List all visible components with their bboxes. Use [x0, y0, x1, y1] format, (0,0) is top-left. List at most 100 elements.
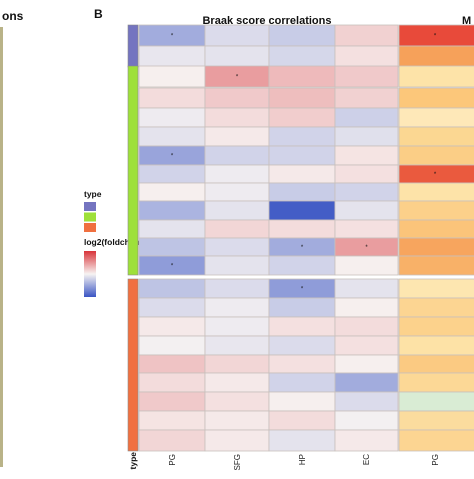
heatmap-cell [138, 354, 206, 374]
heatmap-cell [334, 410, 399, 431]
heatmap-cell [334, 24, 399, 47]
second-heatmap-cell [398, 391, 474, 412]
heatmap-cell [268, 182, 336, 202]
heatmap-cell [268, 391, 336, 412]
heatmap-cell [138, 410, 206, 431]
heatmap-cell [334, 182, 399, 202]
heatmap-cell [268, 255, 336, 276]
heatmap-cell [334, 255, 399, 276]
left-panel: ons [0, 9, 24, 467]
heatmap-cell [334, 145, 399, 166]
heatmap-cell [334, 45, 399, 68]
heatmap-cell [204, 87, 270, 109]
heatmap-cell [138, 278, 206, 299]
second-heatmap-cell [398, 219, 474, 239]
heatmap-cell [268, 87, 336, 109]
left-panel-border [0, 27, 3, 467]
second-heatmap-cell [398, 24, 474, 47]
heatmap-cell [138, 297, 206, 318]
heatmap-cell [268, 24, 336, 47]
heatmap-cell [334, 65, 399, 88]
significance-marker: * [171, 154, 174, 160]
heatmap-cell [204, 182, 270, 202]
second-heatmap-cell [398, 200, 474, 221]
significance-marker: * [301, 287, 304, 293]
second-heatmap-cell [398, 297, 474, 318]
second-heatmap-cell [398, 372, 474, 393]
heatmap-cell [268, 354, 336, 374]
heatmap-cell [204, 255, 270, 276]
second-heatmap-cell [398, 255, 474, 276]
heatmap-cell [268, 200, 336, 221]
left-panel-cut-title: ons [2, 9, 24, 23]
heatmap-cell [204, 297, 270, 318]
second-heatmap-cell [398, 164, 474, 184]
heatmap-cell [268, 126, 336, 147]
heatmap-cell [334, 335, 399, 356]
heatmap-cell [138, 45, 206, 68]
heatmap-cell [268, 164, 336, 184]
heatmap-cell [334, 107, 399, 128]
significance-marker: * [434, 172, 437, 178]
heatmap-cell [334, 391, 399, 412]
second-heatmap-cell [398, 316, 474, 337]
legend-scale-ticks [96, 252, 99, 293]
heatmap-cell [204, 126, 270, 147]
heatmap-cell [334, 200, 399, 221]
second-heatmap-cell [398, 87, 474, 109]
x-tick-label: EC [362, 454, 371, 465]
heatmap-cell [138, 219, 206, 239]
type-block-writers [127, 278, 139, 452]
second-heatmap-cell [398, 429, 474, 452]
second-heatmap-cell [398, 354, 474, 374]
heatmap-cell [204, 372, 270, 393]
heatmap-cell [204, 145, 270, 166]
heatmap-cell [138, 316, 206, 337]
heatmap-cell [334, 354, 399, 374]
heatmap-cell [268, 65, 336, 88]
heatmap-cell [138, 164, 206, 184]
heatmap-cell [268, 429, 336, 452]
heatmap-cell [204, 219, 270, 239]
heatmap-cell [334, 164, 399, 184]
second-heatmap-cell [398, 410, 474, 431]
x-tick-label: PG [168, 454, 177, 466]
heatmap-cell [334, 316, 399, 337]
heatmap-cell [204, 316, 270, 337]
type-axis-label: type [128, 452, 138, 470]
second-x-tick-label: PG [431, 454, 440, 466]
legend-scale-title: log2(foldchange) [84, 237, 153, 247]
heatmap-cell [204, 335, 270, 356]
heatmap-cell [268, 372, 336, 393]
heatmap-cells: * * * * * * * [138, 24, 399, 452]
legend-type-title: type [84, 189, 102, 199]
heatmap-cell [138, 182, 206, 202]
type-annotation-bar [127, 24, 139, 452]
heatmap-cell [204, 354, 270, 374]
second-heatmap-cell [398, 237, 474, 257]
heatmap-cell [334, 297, 399, 318]
heatmap-cell [138, 126, 206, 147]
heatmap-cell [204, 237, 270, 257]
second-heatmap-cell [398, 65, 474, 88]
second-heatmap-cell [398, 145, 474, 166]
second-heatmap-cell [398, 335, 474, 356]
heatmap-cell [138, 372, 206, 393]
heatmap-cell [138, 65, 206, 88]
heatmap-cell [138, 87, 206, 109]
heatmap-cell [268, 335, 336, 356]
second-heatmap-cell [398, 45, 474, 68]
panel-label-b: B [94, 7, 103, 21]
x-tick-label: SFG [233, 454, 242, 470]
significance-marker: * [171, 34, 174, 40]
second-heatmap-cell [398, 126, 474, 147]
legend-color-scale [84, 251, 96, 297]
legend: type log2(foldchange) [84, 189, 153, 297]
heatmap-cell [204, 391, 270, 412]
heatmap-cell [204, 24, 270, 47]
heatmap-cell [268, 410, 336, 431]
heatmap-cell [334, 429, 399, 452]
heatmap-cell [138, 391, 206, 412]
